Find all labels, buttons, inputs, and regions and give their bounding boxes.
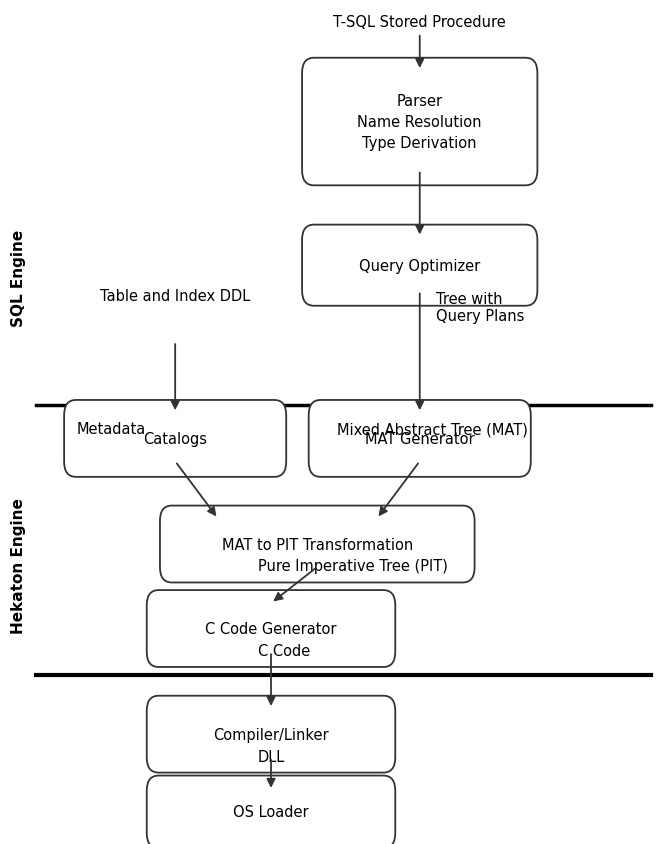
Text: C Code: C Code: [258, 643, 310, 658]
Text: Tree with
Query Plans: Tree with Query Plans: [436, 291, 525, 323]
Text: Compiler/Linker: Compiler/Linker: [214, 727, 329, 742]
FancyBboxPatch shape: [147, 695, 395, 773]
Text: Table and Index DDL: Table and Index DDL: [100, 289, 251, 304]
FancyBboxPatch shape: [147, 776, 395, 844]
Text: C Code Generator: C Code Generator: [206, 621, 336, 636]
FancyBboxPatch shape: [160, 506, 475, 583]
FancyBboxPatch shape: [309, 401, 531, 478]
FancyBboxPatch shape: [302, 58, 537, 186]
Text: OS Loader: OS Loader: [233, 804, 309, 820]
Text: Catalogs: Catalogs: [143, 431, 207, 446]
Text: Parser
Name Resolution
Type Derivation: Parser Name Resolution Type Derivation: [358, 94, 482, 151]
Text: T-SQL Stored Procedure: T-SQL Stored Procedure: [333, 14, 506, 30]
FancyBboxPatch shape: [302, 225, 537, 306]
Text: Mixed Abstract Tree (MAT): Mixed Abstract Tree (MAT): [337, 422, 528, 437]
Text: Hekaton Engine: Hekaton Engine: [11, 498, 26, 633]
Text: Metadata: Metadata: [76, 422, 145, 437]
Text: MAT to PIT Transformation: MAT to PIT Transformation: [221, 537, 413, 552]
Text: SQL Engine: SQL Engine: [11, 230, 26, 327]
FancyBboxPatch shape: [147, 591, 395, 667]
Text: Query Optimizer: Query Optimizer: [359, 258, 481, 273]
FancyBboxPatch shape: [64, 401, 286, 478]
Text: DLL: DLL: [258, 749, 285, 764]
Text: Pure Imperative Tree (PIT): Pure Imperative Tree (PIT): [258, 559, 447, 574]
Text: MAT Generator: MAT Generator: [365, 431, 475, 446]
